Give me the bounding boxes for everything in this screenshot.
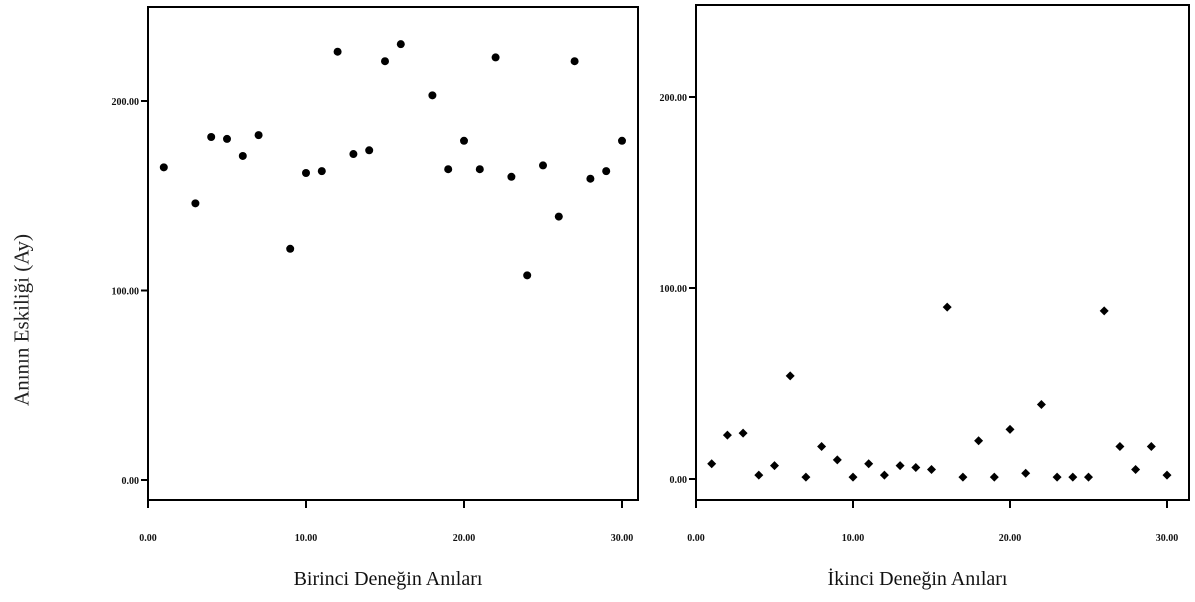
data-point: [895, 461, 905, 471]
data-point: [302, 169, 310, 178]
data-point: [570, 57, 579, 66]
data-point: [942, 302, 952, 312]
data-point: [1021, 468, 1031, 478]
data-point: [365, 146, 374, 155]
y-tick-label-1: 100.00: [112, 287, 140, 298]
plot-frame-2: [695, 4, 1190, 501]
data-point: [602, 167, 611, 176]
data-point: [1052, 472, 1062, 482]
data-point: [785, 371, 795, 381]
data-point: [864, 459, 874, 469]
data-point: [191, 199, 200, 208]
data-point: [1005, 424, 1015, 434]
data-point: [738, 428, 748, 438]
data-point: [1099, 306, 1109, 316]
data-point: [381, 57, 389, 66]
data-point: [238, 151, 247, 160]
data-point: [475, 165, 484, 174]
data-point: [927, 464, 936, 474]
data-point: [1036, 400, 1046, 410]
x-axis-label-1: Birinci Deneğin Anıları: [294, 568, 483, 590]
data-point: [1068, 472, 1078, 482]
x-tick-label-2: 10.00: [842, 533, 865, 544]
data-point: [428, 91, 437, 100]
data-point: [333, 47, 342, 56]
data-point: [1146, 442, 1156, 452]
data-point: [396, 40, 405, 49]
x-tick-label-2: 30.00: [1156, 533, 1179, 544]
data-point: [286, 244, 295, 253]
y-tick-label-1: 200.00: [112, 97, 140, 108]
x-axis-label-2: İkinci Deneğin Anıları: [828, 567, 1008, 590]
y-tick-label-2: 100.00: [660, 284, 688, 295]
data-point: [989, 472, 999, 482]
data-point: [1162, 470, 1172, 480]
data-point: [223, 134, 231, 143]
data-point: [491, 53, 500, 62]
data-point: [832, 455, 842, 465]
data-point: [1131, 464, 1141, 474]
x-tick-label-2: 0.00: [687, 533, 705, 544]
data-point: [848, 472, 858, 482]
data-point: [974, 436, 984, 446]
data-point: [207, 133, 216, 142]
data-point: [707, 459, 717, 469]
plot-frame-1: [147, 6, 639, 501]
data-point: [349, 150, 358, 159]
data-point: [254, 131, 263, 140]
data-point: [618, 136, 626, 145]
data-point: [586, 174, 595, 183]
data-point: [159, 163, 168, 172]
data-point: [523, 271, 532, 280]
y-tick-label-2: 200.00: [660, 93, 688, 104]
x-tick-label-1: 30.00: [611, 533, 634, 544]
data-point: [817, 442, 827, 452]
data-point: [801, 472, 811, 482]
data-point: [460, 136, 468, 145]
data-point: [911, 463, 921, 473]
x-tick-label-1: 0.00: [139, 533, 157, 544]
data-point: [507, 172, 516, 181]
data-point: [1084, 472, 1093, 482]
data-point: [754, 470, 764, 480]
x-tick-label-2: 20.00: [999, 533, 1022, 544]
data-point: [722, 430, 732, 440]
data-point: [444, 165, 453, 174]
x-tick-label-1: 10.00: [295, 533, 318, 544]
data-point: [317, 167, 326, 176]
data-point: [554, 212, 563, 221]
data-point: [1115, 442, 1125, 452]
y-tick-label-1: 0.00: [122, 476, 140, 487]
y-tick-label-2: 0.00: [670, 475, 688, 486]
data-point: [879, 470, 889, 480]
data-point: [539, 161, 547, 170]
data-point: [770, 461, 779, 471]
x-tick-label-1: 20.00: [453, 533, 476, 544]
data-point: [958, 472, 968, 482]
